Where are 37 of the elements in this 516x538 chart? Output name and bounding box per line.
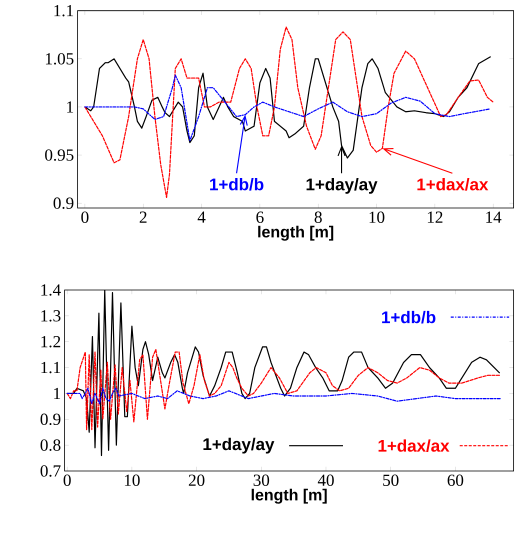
x-tick-label: 8 — [314, 212, 322, 223]
x-axis-title: length [m] — [252, 488, 327, 504]
x-tick-label: 20 — [189, 474, 205, 486]
y-tick-label: 1.4 — [42, 284, 62, 296]
legend-label: 1+dax/ax — [378, 439, 450, 452]
y-tick-label: 0.95 — [45, 149, 74, 161]
x-tick-label: 40 — [318, 474, 334, 486]
x-tick-label: 6 — [256, 212, 264, 223]
x-tick-label: 0 — [81, 212, 89, 223]
x-tick-label: 14 — [486, 212, 502, 223]
legend-label: 1+day/ay — [204, 438, 275, 454]
y-tick-label: 1.1 — [42, 362, 60, 374]
x-tick-label: 4 — [198, 212, 206, 223]
y-tick-label: 1.2 — [42, 336, 60, 348]
x-tick-label: 60 — [448, 474, 464, 486]
x-tick-label: 10 — [370, 212, 385, 223]
annotation: 1+day/ay — [306, 178, 378, 194]
x-axis-title: length [m] — [258, 226, 334, 241]
annotation: 1+db/b — [210, 178, 264, 191]
legend-label: 1+db/b — [382, 310, 436, 324]
y-tick-label: 0.9 — [40, 414, 61, 426]
y-tick-label: 1.05 — [46, 53, 74, 65]
annotation: 1+dax/ax — [418, 178, 488, 191]
y-tick-label: 0.8 — [40, 439, 61, 451]
line-series — [66, 348, 500, 430]
y-tick-label: 1.3 — [42, 310, 61, 322]
x-tick-label: 50 — [383, 474, 399, 486]
y-tick-label: 1.1 — [54, 4, 74, 16]
x-tick-label: 10 — [125, 474, 140, 486]
y-tick-label: 0.7 — [40, 465, 61, 477]
x-tick-label: 12 — [428, 212, 443, 223]
x-tick-label: 2 — [140, 212, 147, 223]
x-tick-label: 0 — [64, 474, 71, 486]
y-tick-label: 1 — [67, 101, 74, 113]
y-tick-label: 0.9 — [54, 197, 74, 209]
y-tick-label: 1 — [54, 388, 60, 400]
x-tick-label: 30 — [254, 474, 270, 486]
